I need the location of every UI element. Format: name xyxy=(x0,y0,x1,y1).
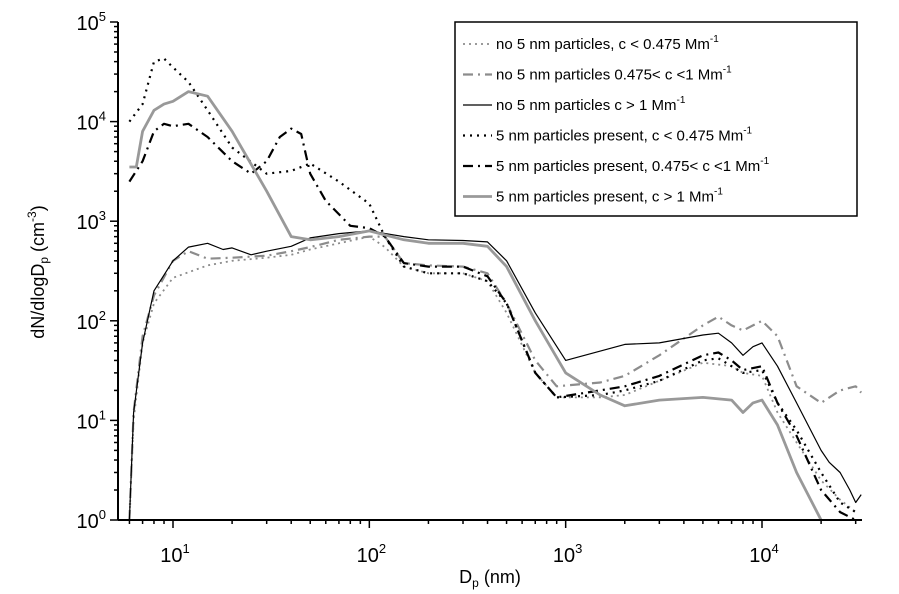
labels-layer: 100 101 102 103 104 105 101 102 103 104 Dp (nm) dN/… xyxy=(25,9,779,590)
series-line-4 xyxy=(128,57,857,514)
y-tick-label: 105 xyxy=(77,9,106,35)
y-tick-label: 101 xyxy=(77,407,106,433)
legend-label-3: no 5 nm particles c > 1 Mm-1 xyxy=(496,95,686,114)
series-line-3 xyxy=(128,230,862,520)
legend-label-5: 5 nm particles present, 0.475< c <1 Mm-1 xyxy=(496,156,770,175)
legend-label-6: 5 nm particles present, c > 1 Mm-1 xyxy=(496,187,723,206)
series-line-6 xyxy=(129,90,823,520)
series-layer xyxy=(128,57,862,520)
legend-box xyxy=(454,21,858,217)
x-tick-label: 104 xyxy=(749,541,778,567)
y-tick-label: 102 xyxy=(77,308,106,334)
x-tick-label: 101 xyxy=(160,541,189,567)
y-tick-label: 103 xyxy=(77,208,106,234)
series-line-2 xyxy=(128,235,862,520)
y-tick-label: 104 xyxy=(77,109,106,135)
axes-layer xyxy=(117,22,862,521)
y-tick-label: 100 xyxy=(77,507,106,533)
legend: no 5 nm particles, c < 0.475 Mm-1 no 5 nm… xyxy=(454,21,858,217)
x-tick-label: 102 xyxy=(357,541,386,567)
legend-label-2: no 5 nm particles 0.475< c <1 Mm-1 xyxy=(496,65,732,84)
x-axis-label: Dp (nm) xyxy=(459,567,521,590)
x-tick-label: 103 xyxy=(553,541,582,567)
series-line-1 xyxy=(128,235,857,520)
y-axis-label: dN/dlogDp (cm-3) xyxy=(25,205,51,338)
legend-label-4: 5 nm particles present, c < 0.475 Mm-1 xyxy=(496,126,753,145)
ticks-layer xyxy=(110,21,857,528)
legend-label-1: no 5 nm particles, c < 0.475 Mm-1 xyxy=(496,34,719,53)
